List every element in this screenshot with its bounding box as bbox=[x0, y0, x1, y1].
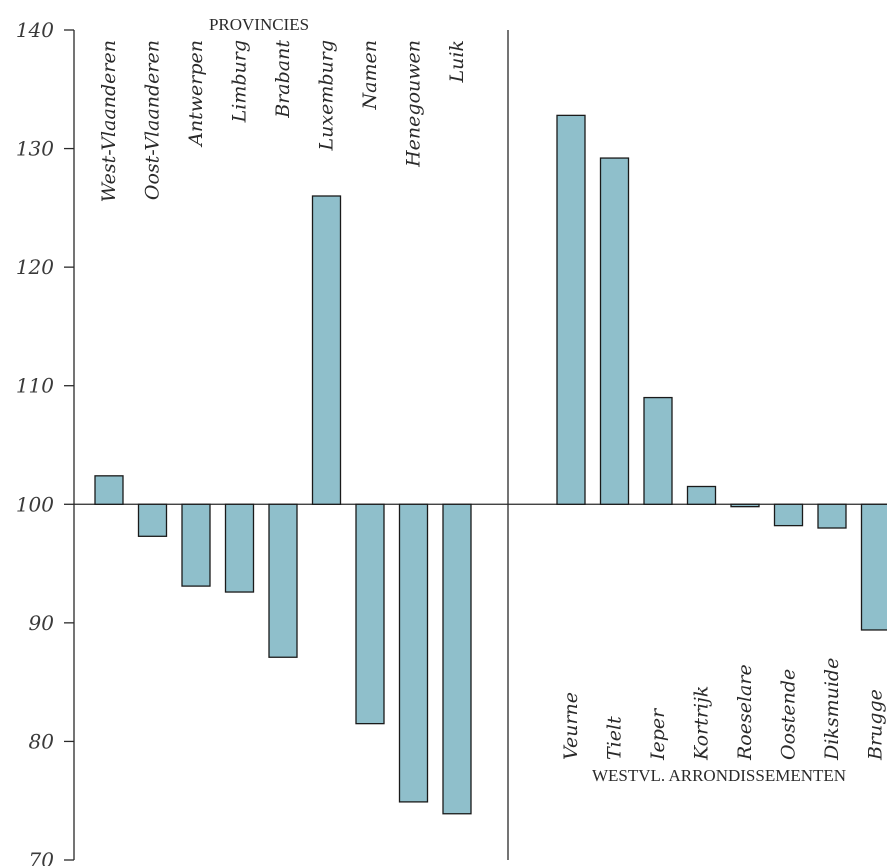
group-title-provincies: PROVINCIES bbox=[209, 15, 309, 34]
y-tick-label: 130 bbox=[16, 137, 54, 161]
bar-antwerpen bbox=[181, 503, 211, 587]
category-label: Brugge bbox=[865, 689, 887, 761]
category-label-layer: West-Vlaanderen Oost-Vlaanderen Antwerpen L… bbox=[98, 40, 887, 761]
bar-ieper bbox=[643, 396, 673, 505]
bar-brabant bbox=[268, 503, 298, 658]
category-label: Ieper bbox=[647, 707, 669, 761]
category-label: Namen bbox=[359, 40, 381, 110]
category-label: Diksmuide bbox=[821, 658, 843, 761]
bar-oost-vlaanderen bbox=[137, 503, 168, 537]
bar-veurne bbox=[556, 114, 586, 505]
y-tick-label: 110 bbox=[16, 374, 54, 398]
y-tick-label: 90 bbox=[29, 611, 55, 635]
bar-luxemburg bbox=[311, 195, 342, 505]
y-tick-label: 120 bbox=[16, 255, 54, 279]
category-label: Kortrijk bbox=[691, 686, 713, 761]
category-label: Henegouwen bbox=[403, 40, 425, 168]
bar-west-vlaanderen bbox=[94, 475, 124, 505]
bar-limburg bbox=[224, 503, 255, 593]
bar-luik bbox=[442, 503, 472, 815]
y-tick-layer: 70 80 90 100 110 120 130 140 bbox=[16, 18, 74, 866]
y-tick-label: 80 bbox=[29, 729, 55, 753]
bar-oostende bbox=[773, 503, 804, 527]
category-label: Brabant bbox=[272, 40, 294, 119]
category-label: Oostende bbox=[778, 669, 800, 760]
category-label: Luxemburg bbox=[316, 40, 338, 151]
category-label: Luik bbox=[446, 40, 468, 83]
bar-brugge bbox=[860, 503, 887, 631]
category-label: Veurne bbox=[560, 692, 582, 760]
bar-namen bbox=[355, 503, 385, 725]
category-label: Oost-Vlaanderen bbox=[142, 40, 164, 200]
bar-henegouwen bbox=[398, 503, 429, 803]
bar-tielt bbox=[599, 157, 630, 505]
y-tick-label: 140 bbox=[16, 18, 54, 42]
category-label: Tielt bbox=[604, 716, 626, 760]
bar-roeselare bbox=[730, 503, 760, 508]
bar-layer bbox=[94, 114, 887, 815]
category-label: Antwerpen bbox=[185, 40, 207, 148]
category-label: Limburg bbox=[229, 40, 251, 123]
bar-diksmuide bbox=[817, 503, 847, 529]
group-title-arrondissementen: WESTVL. ARRONDISSEMENTEN bbox=[592, 766, 846, 785]
y-tick-label: 70 bbox=[29, 848, 55, 866]
y-tick-label: 100 bbox=[16, 492, 54, 516]
axis-layer bbox=[73, 30, 887, 860]
category-label: Roeselare bbox=[734, 664, 756, 761]
category-label: West-Vlaanderen bbox=[98, 40, 120, 202]
bar-kortrijk bbox=[686, 485, 717, 505]
